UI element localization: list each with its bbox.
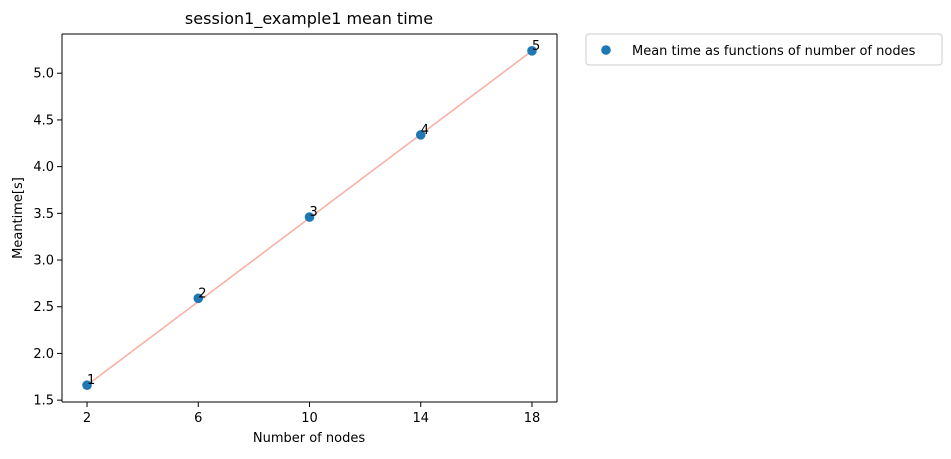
point-labels-layer: 1 2 3 4 5 bbox=[87, 39, 540, 388]
x-tick-label: 14 bbox=[412, 411, 429, 426]
x-axis-label: Number of nodes bbox=[253, 431, 365, 446]
y-tick-label: 1.5 bbox=[33, 394, 54, 409]
y-axis-label: Meantime[s] bbox=[11, 177, 26, 259]
data-point bbox=[304, 212, 315, 222]
data-points-layer bbox=[82, 46, 537, 390]
point-label: 2 bbox=[198, 286, 206, 301]
x-tick-label: 2 bbox=[83, 411, 91, 426]
y-ticks-layer: 1.5 2.0 2.5 3.0 3.5 4.0 4.5 5.0 bbox=[33, 67, 62, 409]
y-tick-label: 2.5 bbox=[33, 300, 54, 315]
data-point bbox=[193, 293, 204, 304]
legend-entry-label: Mean time as functions of number of node… bbox=[632, 44, 916, 59]
x-tick-label: 6 bbox=[194, 411, 202, 426]
data-point bbox=[527, 46, 537, 56]
point-label: 1 bbox=[87, 373, 95, 388]
data-point bbox=[415, 130, 426, 140]
y-tick-label: 5.0 bbox=[33, 67, 54, 82]
point-label: 3 bbox=[310, 205, 318, 220]
point-label: 4 bbox=[421, 123, 429, 138]
y-tick-label: 3.5 bbox=[33, 207, 54, 222]
legend: Mean time as functions of number of node… bbox=[585, 33, 943, 66]
x-tick-label: 10 bbox=[301, 411, 318, 426]
chart-title: session1_example1 mean time bbox=[185, 9, 433, 29]
x-ticks-layer: 2 6 10 14 18 bbox=[83, 402, 540, 426]
legend-frame bbox=[585, 33, 943, 66]
y-tick-label: 3.0 bbox=[33, 254, 54, 269]
point-label: 5 bbox=[532, 39, 540, 54]
x-tick-label: 18 bbox=[524, 411, 541, 426]
y-tick-label: 4.5 bbox=[33, 113, 54, 128]
legend-marker bbox=[601, 45, 611, 55]
data-point bbox=[82, 380, 92, 390]
y-tick-label: 2.0 bbox=[33, 347, 54, 362]
y-tick-label: 4.0 bbox=[33, 160, 54, 175]
